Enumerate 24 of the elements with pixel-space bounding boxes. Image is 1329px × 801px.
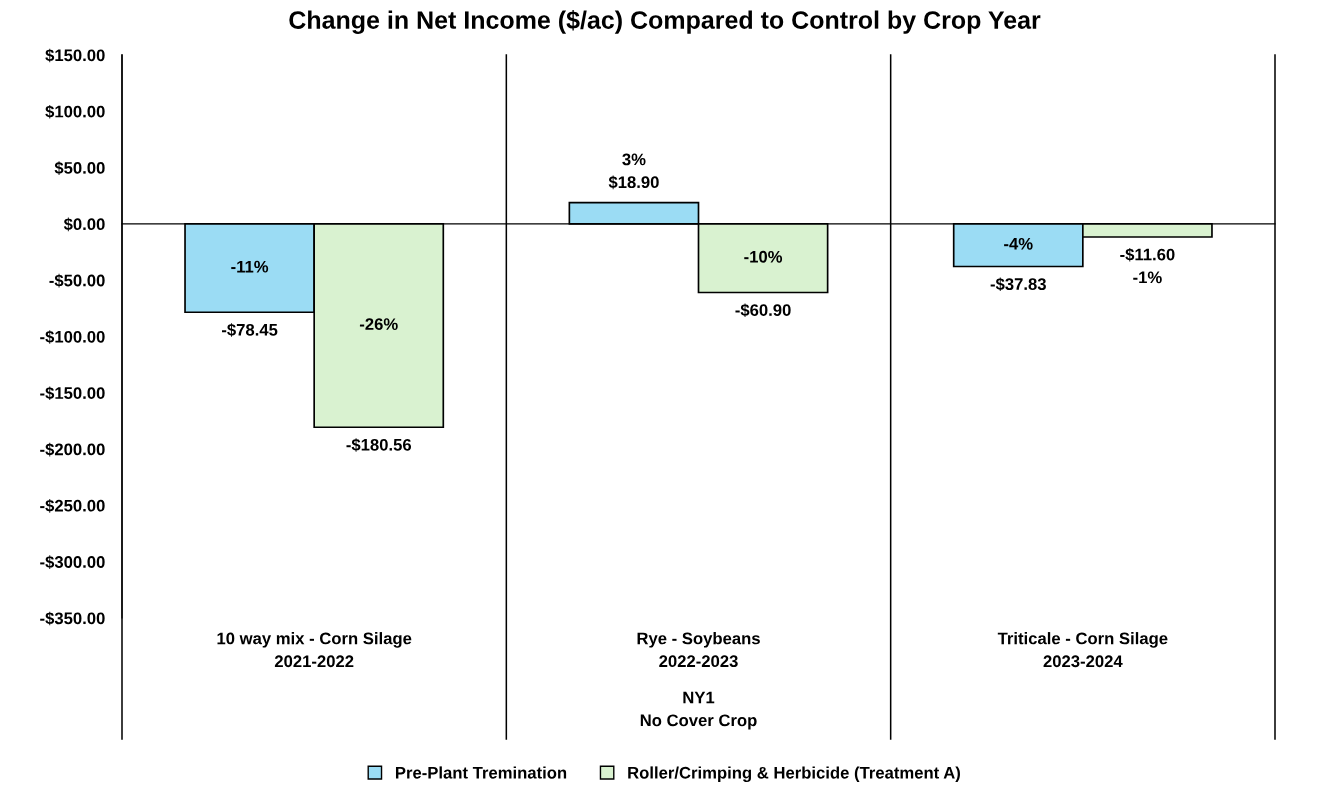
text: -11% -$78.45 — [221, 260, 278, 337]
x-tick-label: 10 way mix - Corn Silage 2021-2022 — [217, 632, 412, 668]
legend-label: Pre-Plant Tremination — [395, 766, 567, 779]
legend-label: Roller/Crimping & Herbicide (Treatment A) — [628, 766, 960, 782]
data-label: 3% $18.90 — [608, 153, 659, 190]
text: NY1 No Cover Crop — [640, 691, 757, 730]
y-tick-label: -$250.00 — [40, 499, 105, 513]
text: -10% -$60.90 — [735, 250, 791, 318]
y-tick-label: -$200.00 — [40, 442, 105, 457]
y-tick-label: $0.00 — [63, 217, 105, 232]
y-tick-label: -$150.00 — [40, 386, 105, 401]
x-tick-label: Rye - Soybeans 2022-2023 — [637, 632, 760, 668]
y-tick-label: -$100.00 — [40, 330, 105, 344]
y-tick-label: $150.00 — [45, 48, 105, 63]
y-tick-label: $50.00 — [54, 161, 105, 175]
x-tick-label: Triticale - Corn Silage 2023-2024 — [997, 632, 1168, 668]
chart-title: Change in Net Income ($/ac) Compared to Control by Crop Year — [289, 10, 1041, 34]
y-tick-label: -$50.00 — [49, 273, 105, 288]
data-label: -$11.60 -1% — [1120, 247, 1175, 284]
y-tick-label: -$300.00 — [40, 555, 105, 569]
text: -26% -$180.56 — [346, 318, 412, 452]
y-tick-label: -$350.00 — [40, 611, 105, 626]
text: -4% -$37.83 — [990, 237, 1046, 292]
y-tick-label: $100.00 — [45, 104, 105, 119]
